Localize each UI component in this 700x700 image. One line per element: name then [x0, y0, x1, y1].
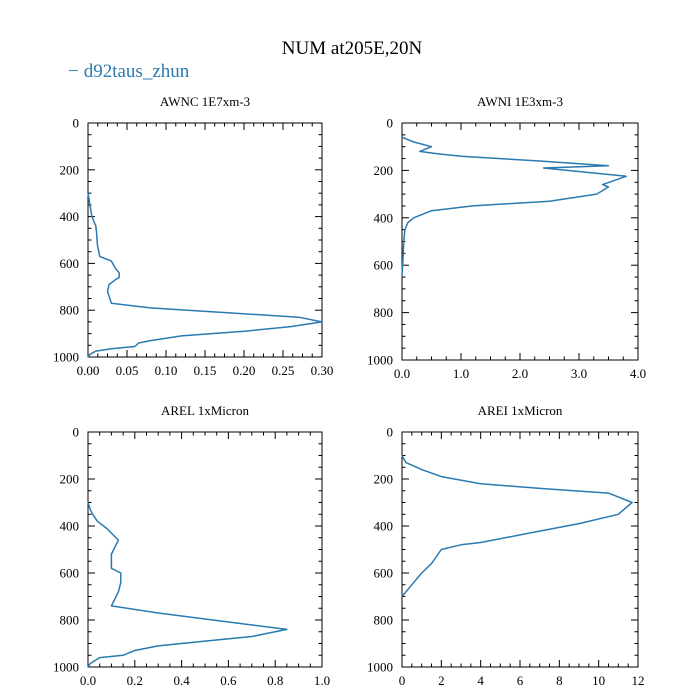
y-tick-label: 400: [374, 210, 394, 225]
x-tick-label: 0.2: [127, 673, 143, 688]
y-tick-label: 400: [374, 519, 394, 534]
legend: − d92taus_zhun: [68, 61, 190, 82]
y-tick-label: 800: [60, 613, 80, 628]
y-tick-label: 1000: [367, 353, 393, 368]
y-tick-label: 600: [374, 258, 394, 273]
legend-line-marker: −: [68, 61, 79, 82]
x-tick-label: 0.0: [394, 366, 410, 381]
x-tick-label: 2.0: [512, 366, 528, 381]
y-tick-label: 200: [374, 163, 394, 178]
y-tick-label: 600: [60, 256, 80, 271]
series-line-awnc: [87, 193, 323, 358]
y-tick-label: 800: [60, 303, 80, 318]
x-tick-label: 10: [592, 673, 605, 688]
plot-frame: [87, 122, 323, 358]
y-tick-label: 200: [60, 472, 80, 487]
x-tick-label: 0.30: [311, 363, 334, 378]
x-tick-label: 2: [438, 673, 445, 688]
y-tick-label: 0: [387, 116, 394, 131]
series-line-arel: [87, 502, 288, 668]
x-tick-label: 0.15: [194, 363, 217, 378]
legend-label: d92taus_zhun: [84, 61, 190, 82]
y-tick-label: 800: [374, 305, 394, 320]
series-line-arei: [401, 455, 633, 597]
x-tick-label: 0.00: [77, 363, 100, 378]
x-tick-label: 0.0: [80, 673, 96, 688]
panel-title: AREL 1xMicron: [161, 403, 249, 418]
x-tick-label: 12: [632, 673, 645, 688]
x-tick-label: 0.6: [220, 673, 237, 688]
x-tick-label: 0.25: [272, 363, 295, 378]
series-line-awni: [401, 136, 627, 278]
y-tick-label: 0: [73, 116, 80, 131]
x-tick-label: 6: [517, 673, 524, 688]
panel-title: AWNC 1E7xm-3: [160, 94, 250, 109]
x-tick-label: 0: [399, 673, 406, 688]
figure-title: NUM at205E,20N: [282, 38, 423, 59]
x-tick-label: 0.05: [116, 363, 139, 378]
y-tick-label: 1000: [53, 350, 79, 365]
y-tick-label: 600: [374, 566, 394, 581]
x-tick-label: 1.0: [314, 673, 330, 688]
y-tick-label: 0: [387, 425, 394, 440]
x-tick-label: 3.0: [571, 366, 587, 381]
x-tick-label: 0.20: [233, 363, 256, 378]
y-tick-label: 400: [60, 519, 80, 534]
y-tick-label: 400: [60, 209, 80, 224]
x-tick-label: 0.4: [173, 673, 190, 688]
x-tick-label: 4: [477, 673, 484, 688]
panel-title: AWNI 1E3xm-3: [477, 94, 563, 109]
svg-text:−d92taus_zhun: − d92taus_zhun: [68, 61, 190, 82]
panel-arei: AREI 1xMicron 0 200 400 600 800 1000 0 2 4 6 8 10 12: [367, 403, 645, 688]
panel-title: AREI 1xMicron: [478, 403, 563, 418]
y-tick-label: 200: [374, 472, 394, 487]
x-tick-label: 1.0: [453, 366, 469, 381]
x-tick-label: 0.8: [267, 673, 283, 688]
plot-frame: [401, 431, 639, 668]
x-tick-label: 4.0: [630, 366, 646, 381]
y-tick-label: 1000: [53, 660, 79, 675]
plot-frame: [401, 122, 639, 361]
y-tick-label: 200: [60, 162, 80, 177]
y-tick-label: 0: [73, 425, 80, 440]
y-tick-label: 1000: [367, 660, 393, 675]
x-tick-label: 8: [556, 673, 563, 688]
x-tick-label: 0.10: [155, 363, 178, 378]
y-tick-label: 600: [60, 566, 80, 581]
y-tick-label: 800: [374, 613, 394, 628]
plot-frame: [87, 431, 323, 668]
